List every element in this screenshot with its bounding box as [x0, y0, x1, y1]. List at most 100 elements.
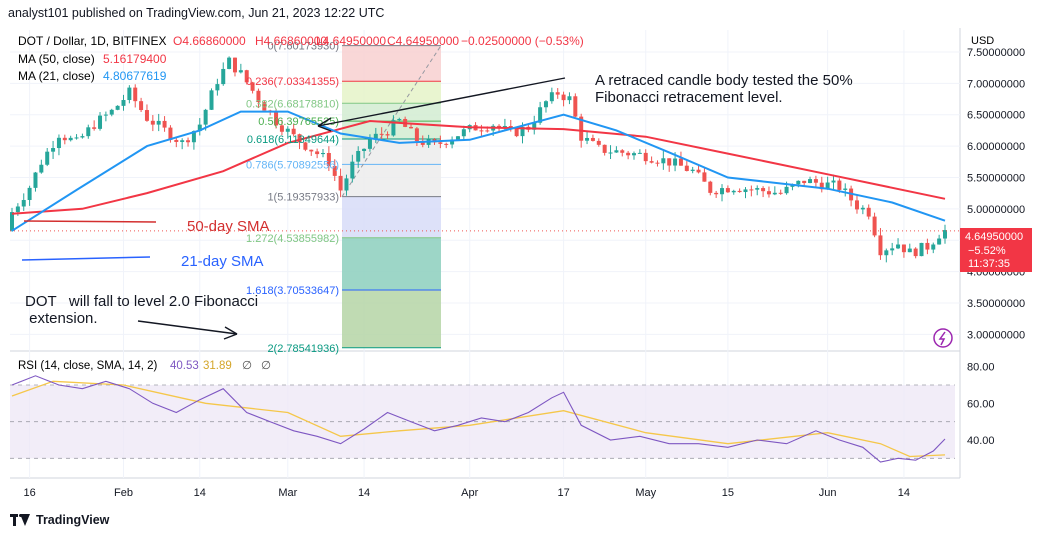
candle-body [925, 242, 930, 250]
candle-body [585, 137, 590, 141]
fib-level-label: 1(5.19357933) [267, 192, 339, 204]
candle-body [661, 158, 666, 164]
candle-body [45, 151, 50, 165]
fall-arrow-head [223, 326, 238, 340]
candle-body [321, 152, 325, 155]
candle-body [878, 235, 883, 256]
candle-body [127, 87, 132, 101]
retrace-note: A retraced candle body tested the 50% [595, 72, 853, 89]
candle-body [162, 120, 167, 128]
candle-body [414, 128, 419, 142]
candle-body [303, 142, 308, 150]
fib-level-label: 0.618(6.11349644) [247, 134, 339, 146]
candle-body [250, 82, 255, 91]
tradingview-footer[interactable]: TradingView [10, 513, 109, 527]
candle-body [203, 109, 208, 125]
candle-body [455, 136, 460, 140]
last-change: −5.52% [968, 245, 1006, 257]
candle-body [103, 114, 108, 116]
price-tick-label: 5.50000000 [967, 172, 1025, 184]
candle-body [438, 142, 443, 144]
candle-body [502, 126, 507, 128]
candle-body [813, 179, 818, 183]
candle-body [907, 248, 912, 253]
candle-body [913, 248, 918, 257]
candle-body [62, 137, 67, 141]
candle-body [80, 136, 85, 138]
candle-body [690, 169, 695, 171]
candle-body [397, 118, 402, 121]
candle-body [197, 124, 202, 132]
candle-body [620, 150, 625, 153]
candle-body [854, 200, 859, 210]
candle-body [725, 188, 730, 193]
candle-body [497, 125, 502, 128]
candle-body [133, 87, 138, 102]
legend-change: −0.02500000 (−0.53%) [461, 34, 584, 48]
fall-note: extension. [25, 310, 98, 327]
candle-body [737, 190, 742, 193]
candle-body [731, 190, 736, 193]
candle-body [673, 158, 678, 166]
candle-body [755, 188, 760, 190]
candle-body [649, 161, 654, 163]
candle-body [332, 166, 337, 176]
fib-level-label: 0(7.60173930) [267, 41, 339, 53]
indicator-icon[interactable] [933, 328, 953, 348]
candle-body [309, 149, 314, 152]
candle-body [943, 230, 947, 239]
legend-rsi-na-1: ∅ [242, 360, 252, 372]
rsi-tick-label: 80.00 [967, 362, 995, 374]
time-tick-label: 16 [23, 487, 35, 499]
candle-body [766, 191, 771, 195]
candle-body [643, 152, 648, 162]
legend-rsi-value: 40.53 [170, 360, 199, 372]
candle-body [215, 84, 220, 91]
tradingview-logo-icon [10, 514, 30, 526]
candle-body [27, 187, 32, 200]
fib-zone [342, 45, 441, 82]
last-price: 4.64950000 [965, 231, 1023, 243]
candle-body [385, 134, 390, 136]
fib-zone [342, 290, 441, 348]
candle-body [866, 207, 871, 217]
fib-level-label: 1.618(3.70533647) [246, 285, 339, 297]
candle-body [696, 169, 701, 173]
price-tick-label: 6.50000000 [967, 110, 1025, 122]
candle-body [549, 92, 554, 102]
candle-body [279, 125, 284, 132]
candle-body [115, 105, 120, 110]
candle-body [92, 127, 97, 129]
candle-body [796, 180, 801, 185]
candle-body [409, 126, 414, 129]
candle-body [33, 172, 38, 188]
time-tick-label: Feb [114, 487, 133, 499]
candle-body [373, 133, 378, 140]
fibonacci-retracement[interactable] [341, 45, 442, 349]
fib-level-label: 0.5(6.39765525) [258, 116, 339, 128]
retrace-note: Fibonacci retracement level. [595, 89, 783, 106]
fib-zone [342, 237, 441, 291]
candle-body [743, 189, 748, 193]
candle-body [608, 152, 613, 154]
candle-body [285, 128, 290, 132]
price-tick-label: 6.00000000 [967, 141, 1025, 153]
candle-body [479, 130, 484, 132]
ma21-line [11, 110, 946, 232]
candle-body [596, 140, 601, 145]
candle-body [532, 122, 537, 130]
candle-body [561, 94, 566, 101]
fib-level-label: 0.382(6.68178810) [246, 98, 339, 110]
candle-body [350, 161, 355, 179]
legend-symbol: DOT / Dollar, 1D, BITFINEX [18, 34, 166, 48]
legend-close: C4.64950000 [387, 34, 459, 48]
legend-rsi-na-2: ∅ [261, 360, 271, 372]
candle-body [391, 120, 396, 136]
candle-body [555, 92, 560, 95]
candle-body [21, 199, 26, 207]
fib-level-label: 0.236(7.03341355) [246, 76, 339, 88]
candle-body [579, 116, 584, 141]
price-tick-label: 7.50000000 [967, 47, 1025, 59]
currency-label: USD [971, 35, 994, 47]
